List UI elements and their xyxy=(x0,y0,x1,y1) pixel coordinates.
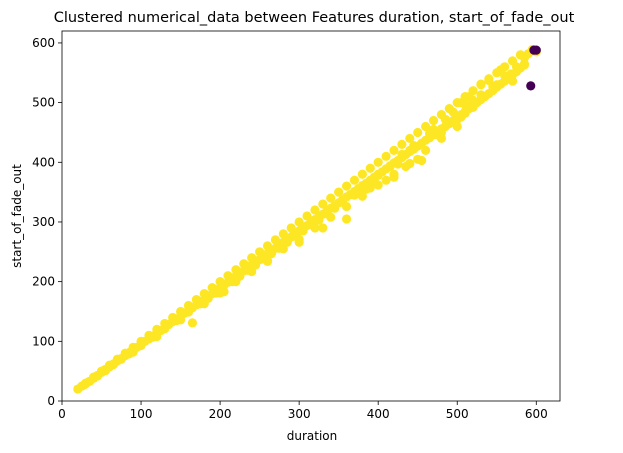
y-tick-label: 400 xyxy=(32,155,55,169)
data-point-cluster-1 xyxy=(476,80,485,89)
data-point-cluster-1 xyxy=(330,204,339,213)
data-point-cluster-1 xyxy=(362,185,371,194)
data-point-cluster-1 xyxy=(508,77,517,86)
data-point-cluster-1 xyxy=(101,366,110,375)
data-point-cluster-1 xyxy=(275,244,284,253)
data-point-cluster-1 xyxy=(492,80,501,89)
data-point-cluster-1 xyxy=(401,162,410,171)
data-point-cluster-1 xyxy=(389,146,398,155)
y-axis-label: start_of_fade_out xyxy=(10,164,24,268)
data-point-cluster-1 xyxy=(235,272,244,281)
data-point-cluster-1 xyxy=(176,307,185,316)
data-point-cluster-1 xyxy=(219,287,228,296)
data-point-cluster-1 xyxy=(136,341,145,350)
data-point-cluster-1 xyxy=(295,217,304,226)
data-point-cluster-1 xyxy=(381,152,390,161)
data-point-cluster-1 xyxy=(259,254,268,263)
y-tick-label: 300 xyxy=(32,215,55,229)
data-point-cluster-1 xyxy=(117,355,126,364)
data-point-cluster-1 xyxy=(468,103,477,112)
data-point-cluster-1 xyxy=(322,209,331,218)
data-point-cluster-0 xyxy=(526,81,535,90)
data-point-cluster-1 xyxy=(350,191,359,200)
y-tick-label: 500 xyxy=(32,96,55,110)
data-point-cluster-1 xyxy=(413,128,422,137)
data-point-cluster-1 xyxy=(338,198,347,207)
data-point-cluster-1 xyxy=(385,162,394,171)
data-point-cluster-1 xyxy=(429,116,438,125)
data-point-cluster-1 xyxy=(302,211,311,220)
data-point-cluster-1 xyxy=(196,299,205,308)
data-point-cluster-1 xyxy=(291,232,300,241)
data-point-cluster-1 xyxy=(148,333,157,342)
data-point-cluster-1 xyxy=(283,238,292,247)
data-point-cluster-1 xyxy=(512,62,521,71)
data-point-cluster-1 xyxy=(449,108,458,117)
y-tick-label: 200 xyxy=(32,275,55,289)
x-tick-label: 0 xyxy=(58,407,66,421)
data-point-cluster-1 xyxy=(342,214,351,223)
data-point-cluster-1 xyxy=(461,109,470,118)
data-point-cluster-1 xyxy=(405,146,414,155)
data-point-cluster-1 xyxy=(318,199,327,208)
data-point-cluster-1 xyxy=(215,277,224,286)
data-point-cluster-1 xyxy=(160,324,169,333)
data-point-cluster-1 xyxy=(279,229,288,238)
data-point-cluster-1 xyxy=(243,266,252,275)
data-point-cluster-1 xyxy=(425,129,434,138)
data-point-cluster-1 xyxy=(227,277,236,286)
data-point-cluster-1 xyxy=(271,235,280,244)
data-point-cluster-1 xyxy=(437,128,446,137)
data-point-cluster-1 xyxy=(310,205,319,214)
data-point-cluster-1 xyxy=(393,159,402,168)
data-point-cluster-1 xyxy=(358,170,367,179)
data-point-cluster-1 xyxy=(184,307,193,316)
data-point-cluster-1 xyxy=(212,288,221,297)
data-point-cluster-1 xyxy=(298,226,307,235)
data-point-cluster-1 xyxy=(397,140,406,149)
data-point-cluster-1 xyxy=(374,158,383,167)
data-point-cluster-1 xyxy=(188,318,197,327)
data-point-cluster-1 xyxy=(314,216,323,225)
data-point-cluster-1 xyxy=(326,193,335,202)
data-point-cluster-1 xyxy=(251,260,260,269)
x-axis-label: duration xyxy=(287,429,338,443)
data-point-cluster-1 xyxy=(417,156,426,165)
data-point-cluster-1 xyxy=(397,150,406,159)
data-point-cluster-1 xyxy=(457,98,466,107)
x-tick-label: 200 xyxy=(209,407,232,421)
data-point-cluster-1 xyxy=(421,146,430,155)
data-point-cluster-1 xyxy=(334,188,343,197)
data-point-cluster-1 xyxy=(93,371,102,380)
data-point-cluster-1 xyxy=(287,223,296,232)
x-tick-label: 600 xyxy=(525,407,548,421)
x-tick-label: 100 xyxy=(130,407,153,421)
data-point-cluster-1 xyxy=(342,182,351,191)
data-point-cluster-1 xyxy=(389,173,398,182)
data-point-cluster-1 xyxy=(366,164,375,173)
x-tick-label: 300 xyxy=(288,407,311,421)
y-tick-label: 0 xyxy=(47,394,55,408)
data-point-cluster-1 xyxy=(204,294,213,303)
data-point-cluster-1 xyxy=(441,115,450,124)
data-point-cluster-1 xyxy=(350,176,359,185)
y-tick-label: 600 xyxy=(32,36,55,50)
data-point-cluster-1 xyxy=(306,220,315,229)
chart-title: Clustered numerical_data between Feature… xyxy=(54,10,575,26)
x-tick-label: 500 xyxy=(446,407,469,421)
data-point-cluster-1 xyxy=(172,316,181,325)
data-point-cluster-0 xyxy=(532,45,541,54)
data-point-cluster-1 xyxy=(476,90,485,99)
y-tick-label: 100 xyxy=(32,334,55,348)
data-point-cluster-1 xyxy=(520,53,529,62)
x-tick-label: 400 xyxy=(367,407,390,421)
data-point-cluster-1 xyxy=(125,349,134,358)
data-point-cluster-1 xyxy=(80,380,89,389)
data-point-cluster-1 xyxy=(109,360,118,369)
data-point-cluster-1 xyxy=(267,249,276,258)
data-point-cluster-1 xyxy=(381,176,390,185)
